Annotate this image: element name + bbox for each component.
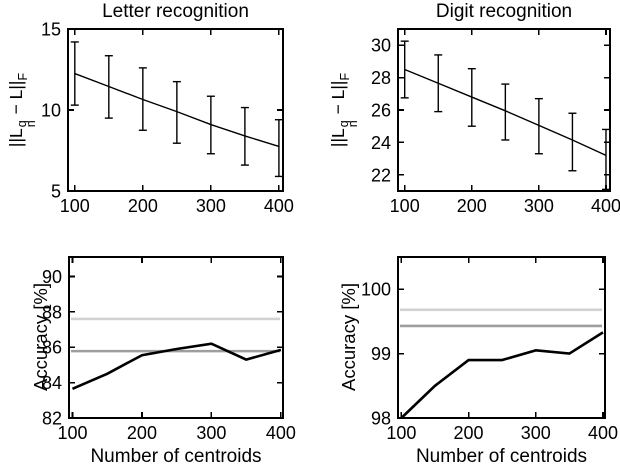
axes-ticks bbox=[70, 258, 282, 419]
axes-box bbox=[67, 28, 284, 192]
y-tick-label: 28 bbox=[371, 68, 391, 88]
x-tick-label: 400 bbox=[588, 423, 618, 443]
axes-box bbox=[397, 28, 611, 192]
x-tick-label: 200 bbox=[127, 423, 157, 443]
digit-error-data-line bbox=[404, 68, 607, 156]
error-bar bbox=[274, 119, 283, 178]
letter-error-y-axis-label: ||L q n − L||F bbox=[6, 72, 38, 148]
x-tick-label: 100 bbox=[60, 196, 90, 216]
x-tick-label: 200 bbox=[454, 423, 484, 443]
x-tick-label: 300 bbox=[524, 196, 554, 216]
digit-accuracy-y-axis-label: Accuracy [%] bbox=[338, 283, 359, 391]
x-tick-label: 100 bbox=[57, 423, 87, 443]
y-tick-label: 98 bbox=[371, 409, 391, 429]
letter-plot-title: Letter recognition bbox=[102, 1, 249, 22]
letter-error-data-line bbox=[74, 72, 280, 148]
y-tick-label: 82 bbox=[42, 409, 62, 429]
x-tick-label: 400 bbox=[591, 196, 620, 216]
letter-accuracy-x-axis-label: Number of centroids bbox=[90, 446, 262, 467]
digit-error-plot: 100 200 300 400 22 24 26 28 30 bbox=[371, 28, 620, 216]
y-tick-label: 24 bbox=[371, 133, 391, 153]
error-bar bbox=[534, 97, 543, 155]
y-tick-label: 10 bbox=[41, 101, 61, 121]
axes-box bbox=[397, 256, 606, 419]
y-tick-label: 99 bbox=[371, 344, 391, 364]
digit-plot-title: Digit recognition bbox=[435, 1, 573, 22]
y-tick-label: 84 bbox=[42, 373, 62, 393]
digit-accuracy-data-line bbox=[400, 331, 604, 419]
axes-ticks bbox=[69, 28, 282, 192]
y-tick-label: 5 bbox=[51, 182, 61, 202]
y-tick-label: 22 bbox=[371, 165, 391, 185]
error-bar bbox=[172, 80, 181, 144]
x-tick-label: 300 bbox=[196, 423, 226, 443]
x-tick-label: 400 bbox=[266, 423, 296, 443]
letter-accuracy-data-line bbox=[71, 342, 282, 391]
error-bar bbox=[501, 83, 510, 141]
axes-box bbox=[68, 256, 284, 419]
y-tick-label: 30 bbox=[371, 36, 391, 56]
digit-accuracy-x-axis-label: Number of centroids bbox=[415, 446, 588, 467]
x-tick-label: 100 bbox=[386, 423, 416, 443]
letter-accuracy-y-axis-label: Accuracy [%] bbox=[30, 283, 51, 391]
error-bar bbox=[601, 128, 610, 191]
x-tick-label: 100 bbox=[390, 196, 420, 216]
x-tick-label: 200 bbox=[128, 196, 158, 216]
error-bar bbox=[568, 112, 577, 172]
x-tick-label: 300 bbox=[521, 423, 551, 443]
letter-error-plot: 100 200 300 400 5 10 15 bbox=[41, 20, 294, 217]
y-tick-label: 15 bbox=[41, 20, 61, 40]
x-tick-label: 400 bbox=[264, 196, 294, 216]
axes-ticks bbox=[399, 30, 609, 190]
y-tick-label: 90 bbox=[42, 267, 62, 287]
x-tick-label: 300 bbox=[196, 196, 226, 216]
y-tick-label: 88 bbox=[42, 302, 62, 322]
y-tick-label: 26 bbox=[371, 101, 391, 121]
digit-error-y-axis-label: ||L q n − L||F bbox=[328, 72, 360, 148]
x-tick-label: 200 bbox=[457, 196, 487, 216]
y-tick-label: 100 bbox=[361, 280, 391, 300]
axes-ticks bbox=[399, 258, 604, 419]
y-tick-label: 86 bbox=[42, 338, 62, 358]
digit-accuracy-plot: 100 200 300 400 98 99 100 bbox=[361, 256, 618, 443]
letter-accuracy-plot: 100 200 300 400 82 84 86 88 90 bbox=[42, 256, 296, 443]
